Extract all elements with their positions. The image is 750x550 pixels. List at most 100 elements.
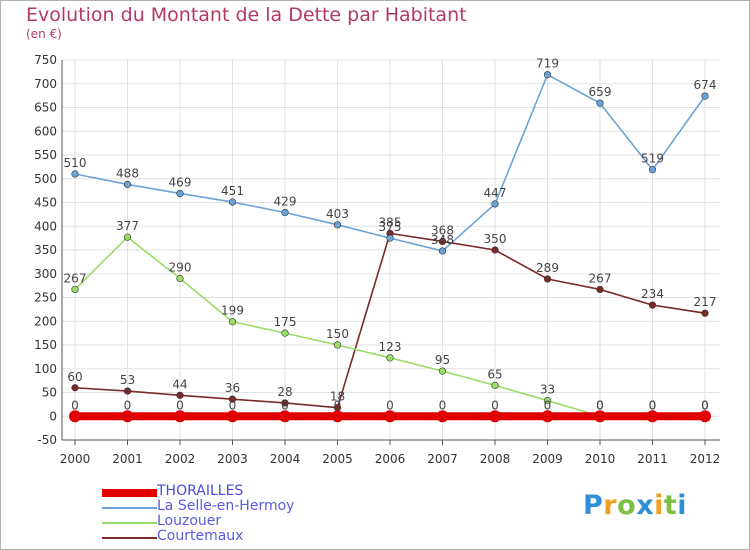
x-tick-label: 2004: [270, 452, 301, 466]
data-point: [176, 274, 184, 283]
data-point: [71, 170, 79, 178]
legend-label: Louzouer: [157, 513, 222, 529]
data-point: [386, 234, 394, 242]
data-point: [543, 275, 552, 283]
data-label: 234: [641, 287, 664, 301]
data-point: [489, 410, 501, 423]
data-label: 348: [431, 233, 454, 247]
legend-swatch: [102, 489, 157, 497]
data-point: [69, 410, 81, 423]
legend-swatch: [102, 507, 157, 509]
data-label: 368: [431, 223, 454, 237]
x-tick-label: 2006: [375, 452, 406, 466]
data-label: 65: [487, 367, 502, 381]
y-tick-label: 700: [34, 77, 57, 91]
legend-swatch: [102, 537, 157, 539]
data-point: [228, 395, 237, 403]
data-label: 0: [176, 398, 184, 412]
data-point: [596, 99, 604, 107]
data-label: 469: [169, 175, 192, 189]
y-tick-label: 100: [34, 362, 57, 376]
data-label: 451: [221, 184, 244, 198]
data-point: [438, 247, 447, 255]
data-point: [123, 387, 132, 395]
data-point: [648, 301, 657, 309]
data-point: [436, 410, 449, 423]
x-tick-label: 2008: [480, 452, 511, 466]
data-label: 60: [67, 370, 82, 384]
data-label: 447: [484, 186, 507, 200]
data-point: [281, 329, 289, 337]
data-label: 377: [116, 219, 139, 233]
data-label: 0: [124, 398, 132, 412]
y-tick-label: 400: [34, 219, 57, 233]
proxiti-logo: Proxiti: [583, 490, 687, 521]
data-label: 267: [64, 271, 87, 285]
logo-letter: t: [663, 490, 678, 521]
data-point: [281, 399, 289, 407]
data-point: [123, 233, 132, 241]
y-tick-label: 250: [34, 291, 57, 305]
data-label: 267: [589, 271, 612, 285]
data-point: [648, 166, 657, 174]
logo-letter: P: [583, 490, 604, 521]
data-label: 488: [116, 166, 139, 180]
data-point: [71, 285, 79, 294]
data-label: 0: [701, 398, 709, 412]
data-label: 150: [326, 327, 349, 341]
x-tick-label: 2009: [532, 452, 563, 466]
data-label: 0: [701, 398, 709, 412]
logo-letter: x: [636, 490, 655, 521]
data-point: [701, 309, 709, 317]
logo-letter: r: [603, 490, 618, 521]
data-label: 290: [169, 261, 192, 275]
chart-unit: (en €): [26, 27, 62, 41]
data-label: 0: [596, 398, 604, 412]
data-label: 0: [544, 398, 552, 412]
logo-letter: i: [654, 490, 664, 521]
data-label: 0: [334, 398, 342, 412]
y-tick-label: 350: [34, 243, 57, 257]
data-point: [541, 410, 554, 423]
data-label: 0: [439, 398, 447, 412]
data-point: [281, 208, 289, 217]
data-point: [646, 410, 659, 423]
data-label: 123: [379, 340, 402, 354]
data-point: [543, 396, 552, 405]
data-point: [228, 198, 237, 206]
y-tick-label: 0: [49, 409, 57, 423]
data-point: [333, 341, 342, 349]
y-tick-label: 450: [34, 196, 57, 210]
data-label: 33: [540, 383, 555, 397]
legend-label: Courtemaux: [157, 528, 244, 544]
data-label: 0: [71, 398, 79, 412]
x-tick-label: 2007: [427, 452, 458, 466]
data-point: [438, 237, 447, 246]
legend-label: THORAILLES: [157, 483, 244, 499]
data-point: [384, 410, 396, 423]
data-label: 510: [64, 156, 87, 170]
data-point: [176, 391, 184, 399]
data-label: 429: [274, 194, 297, 208]
data-label: 719: [536, 57, 559, 71]
data-label: 519: [641, 152, 664, 166]
data-point: [121, 410, 134, 423]
data-label: 44: [172, 377, 187, 391]
data-point: [701, 92, 709, 100]
data-label: 175: [274, 315, 297, 329]
data-point: [71, 384, 79, 392]
data-point: [279, 410, 291, 423]
data-label: 36: [225, 381, 240, 395]
x-tick-label: 2000: [60, 452, 91, 466]
y-tick-label: 200: [34, 314, 57, 328]
data-point: [594, 410, 606, 423]
data-point: [228, 318, 237, 326]
legend-swatch: [102, 522, 157, 524]
y-tick-label: 500: [34, 172, 57, 186]
data-point: [438, 367, 447, 375]
data-label: 95: [435, 353, 450, 367]
y-tick-label: 600: [34, 124, 57, 138]
legend-label: La Selle-en-Hermoy: [157, 498, 295, 514]
